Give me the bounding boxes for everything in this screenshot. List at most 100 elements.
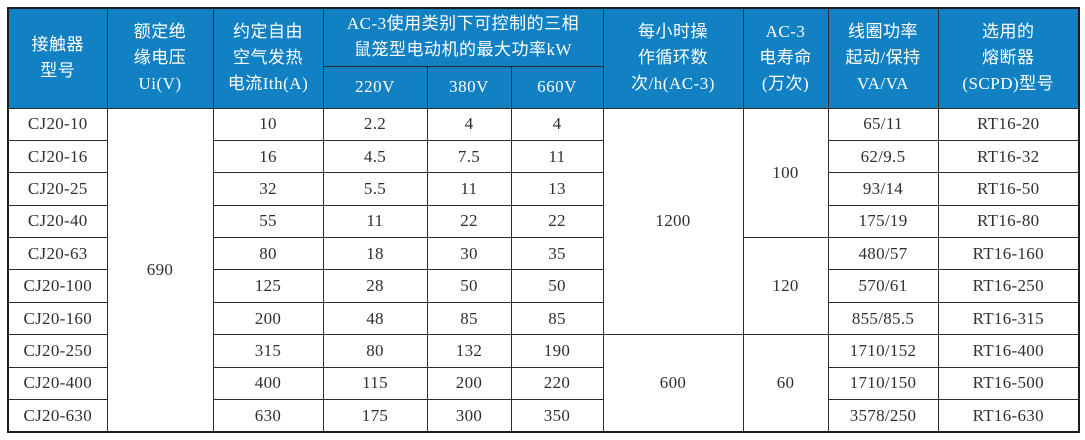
- table-row: CJ20-250 315 80 132 190 600 60 1710/152 …: [7, 334, 1080, 433]
- cell-coil: 1710/150: [827, 366, 939, 401]
- cell-ith: 32: [212, 172, 324, 206]
- cell-fuse: RT16-32: [937, 139, 1080, 174]
- cell-life-merged-b: 120: [742, 237, 829, 336]
- header-660v: 660V: [510, 65, 604, 109]
- cell-kw-660: 50: [510, 269, 604, 303]
- cell-coil: 855/85.5: [827, 301, 939, 336]
- cell-kw-380: 11: [426, 172, 512, 206]
- cell-ith: 125: [212, 269, 324, 303]
- cell-model: CJ20-400: [7, 366, 108, 401]
- cell-fuse: RT16-80: [937, 204, 1080, 239]
- cell-kw-380: 300: [426, 399, 512, 433]
- cell-ui-merged: 690: [106, 107, 214, 433]
- cell-kw-660: 13: [510, 172, 604, 206]
- cell-ith: 80: [212, 237, 324, 271]
- table-row: CJ20-40 55 11 22 22 175/19 RT16-80: [7, 204, 1080, 239]
- cell-cycles-merged-low: 600: [602, 334, 744, 433]
- cell-fuse: RT16-50: [937, 172, 1080, 206]
- header-electrical-life: AC-3 电寿命 (万次): [742, 7, 829, 109]
- cell-kw-380: 30: [426, 237, 512, 271]
- cell-model: CJ20-25: [7, 172, 108, 206]
- cell-model: CJ20-630: [7, 399, 108, 433]
- cell-kw-380: 22: [426, 204, 512, 239]
- cell-model: CJ20-160: [7, 301, 108, 336]
- cell-fuse: RT16-160: [937, 237, 1080, 271]
- cell-kw-660: 220: [510, 366, 604, 401]
- header-model: 接触器 型号: [7, 7, 108, 109]
- header-220v: 220V: [322, 65, 428, 109]
- header-cycles-per-hour: 每小时操 作循环数 次/h(AC-3): [602, 7, 744, 109]
- cell-kw-220: 2.2: [322, 107, 428, 141]
- cell-kw-220: 11: [322, 204, 428, 239]
- cell-ith: 630: [212, 399, 324, 433]
- cell-model: CJ20-16: [7, 139, 108, 174]
- cell-ith: 315: [212, 334, 324, 368]
- cell-ith: 400: [212, 366, 324, 401]
- header-row-top: 接触器 型号 额定绝 缘电压 Ui(V) 约定自由 空气发热 电流Ith(A) …: [7, 7, 1080, 109]
- table-row: CJ20-25 32 5.5 11 13 93/14 RT16-50: [7, 172, 1080, 206]
- cell-kw-660: 22: [510, 204, 604, 239]
- cell-model: CJ20-10: [7, 107, 108, 141]
- cell-kw-660: 350: [510, 399, 604, 433]
- cell-ith: 16: [212, 139, 324, 174]
- cell-ith: 55: [212, 204, 324, 239]
- cell-life-merged-c: 60: [742, 334, 829, 433]
- cell-kw-220: 18: [322, 237, 428, 271]
- cell-cycles-merged-high: 1200: [602, 107, 744, 336]
- header-insulation-voltage: 额定绝 缘电压 Ui(V): [106, 7, 214, 109]
- cell-coil: 93/14: [827, 172, 939, 206]
- contactor-spec-table: 接触器 型号 额定绝 缘电压 Ui(V) 约定自由 空气发热 电流Ith(A) …: [7, 7, 1080, 433]
- cell-kw-220: 28: [322, 269, 428, 303]
- cell-coil: 65/11: [827, 107, 939, 141]
- cell-kw-220: 115: [322, 366, 428, 401]
- cell-fuse: RT16-400: [937, 334, 1080, 368]
- cell-coil: 570/61: [827, 269, 939, 303]
- cell-coil: 3578/250: [827, 399, 939, 433]
- cell-fuse: RT16-20: [937, 107, 1080, 141]
- cell-ith: 200: [212, 301, 324, 336]
- cell-model: CJ20-40: [7, 204, 108, 239]
- cell-kw-380: 4: [426, 107, 512, 141]
- cell-ith: 10: [212, 107, 324, 141]
- cell-model: CJ20-100: [7, 269, 108, 303]
- cell-coil: 62/9.5: [827, 139, 939, 174]
- table-row: CJ20-400 400 115 200 220 1710/150 RT16-5…: [7, 366, 1080, 401]
- cell-kw-220: 5.5: [322, 172, 428, 206]
- header-380v: 380V: [426, 65, 512, 109]
- cell-kw-660: 190: [510, 334, 604, 368]
- table-row: CJ20-10 690 10 2.2 4 4 1200 100 65/11 RT…: [7, 107, 1080, 433]
- cell-kw-220: 48: [322, 301, 428, 336]
- cell-coil: 1710/152: [827, 334, 939, 368]
- cell-fuse: RT16-630: [937, 399, 1080, 433]
- cell-life-merged-a: 100: [742, 107, 829, 239]
- cell-kw-220: 4.5: [322, 139, 428, 174]
- table-header: 接触器 型号 额定绝 缘电压 Ui(V) 约定自由 空气发热 电流Ith(A) …: [7, 7, 1080, 109]
- cell-kw-380: 50: [426, 269, 512, 303]
- header-coil-power: 线圈功率 起动/保持 VA/VA: [827, 7, 939, 109]
- cell-kw-380: 85: [426, 301, 512, 336]
- table-row: CJ20-16 16 4.5 7.5 11 62/9.5 RT16-32: [7, 139, 1080, 174]
- header-ac3-max-power: AC-3使用类别下可控制的三相 鼠笼型电动机的最大功率kW: [322, 7, 604, 67]
- cell-fuse: RT16-315: [937, 301, 1080, 336]
- header-thermal-current: 约定自由 空气发热 电流Ith(A): [212, 7, 324, 109]
- cell-fuse: RT16-500: [937, 366, 1080, 401]
- table-row: CJ20-100 125 28 50 50 570/61 RT16-250: [7, 269, 1080, 303]
- header-fuse-type: 选用的 熔断器 (SCPD)型号: [937, 7, 1080, 109]
- table-row: CJ20-630 630 175 300 350 3578/250 RT16-6…: [7, 399, 1080, 433]
- cell-kw-660: 85: [510, 301, 604, 336]
- cell-kw-380: 132: [426, 334, 512, 368]
- header-row-sub: 220V 380V 660V: [8, 65, 1079, 109]
- cell-kw-660: 11: [510, 139, 604, 174]
- cell-fuse: RT16-250: [937, 269, 1080, 303]
- table-body: CJ20-10 690 10 2.2 4 4 1200 100 65/11 RT…: [7, 107, 1080, 433]
- cell-kw-660: 4: [510, 107, 604, 141]
- cell-kw-220: 175: [322, 399, 428, 433]
- cell-kw-660: 35: [510, 237, 604, 271]
- cell-kw-220: 80: [322, 334, 428, 368]
- cell-kw-380: 7.5: [426, 139, 512, 174]
- cell-model: CJ20-250: [7, 334, 108, 368]
- cell-coil: 480/57: [827, 237, 939, 271]
- cell-coil: 175/19: [827, 204, 939, 239]
- cell-model: CJ20-63: [7, 237, 108, 271]
